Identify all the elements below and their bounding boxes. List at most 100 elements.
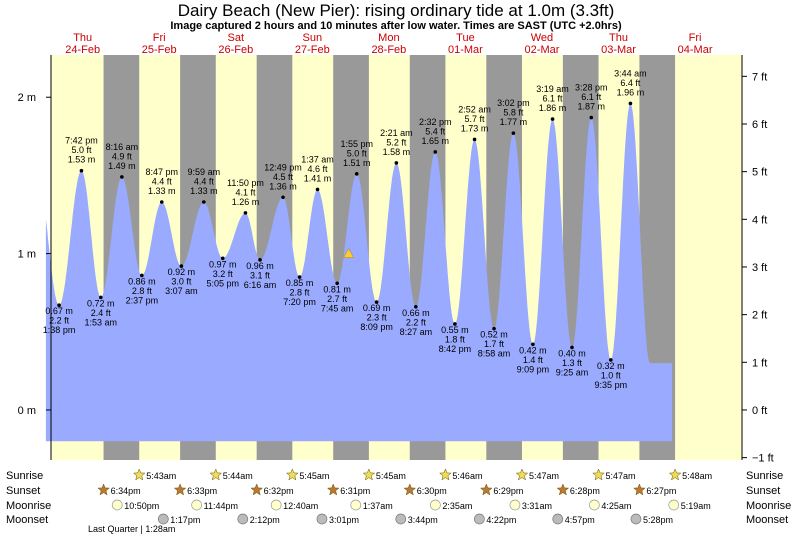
sunrise-time: 5:47am <box>529 471 559 481</box>
tide-label: 2:21 am <box>380 128 413 138</box>
tide-point <box>394 161 399 165</box>
moonset-time: 5:28pm <box>643 515 673 525</box>
y-tick-label-ft: 3 ft <box>752 262 767 274</box>
day-date: 25-Feb <box>142 44 177 56</box>
tide-label: 1.33 m <box>190 186 218 196</box>
tide-label: 2.4 ft <box>91 308 112 318</box>
tide-label: 0.81 m <box>323 284 351 294</box>
sunrise-icon <box>515 468 529 481</box>
moonrise-icon <box>111 499 123 511</box>
tide-label: 1.41 m <box>304 173 332 183</box>
tide-label: 7:45 am <box>321 303 354 313</box>
row-label-left: Sunset <box>6 485 40 497</box>
tide-label: 1:38 pm <box>43 325 76 335</box>
tide-label: 1.26 m <box>232 197 260 207</box>
tide-point <box>99 295 103 300</box>
day-date: 03-Mar <box>601 44 636 56</box>
tide-label: 3:07 am <box>165 286 198 296</box>
tide-point <box>315 187 320 192</box>
tide-label: 6.4 ft <box>620 78 641 88</box>
sunrise-time: 5:44am <box>223 471 253 481</box>
day-name: Mon <box>378 32 399 44</box>
tide-label: 3.1 ft <box>250 270 271 280</box>
tide-label: 1.77 m <box>500 117 528 127</box>
tide-label: 8:42 pm <box>439 344 472 354</box>
tide-label: 8:27 am <box>400 327 433 337</box>
row-label-left: Moonset <box>6 514 48 526</box>
moonset-time: 4:22pm <box>486 515 516 525</box>
tide-point <box>589 115 594 120</box>
tide-label: 0.42 m <box>519 345 547 355</box>
tide-label: 4.6 ft <box>308 164 329 174</box>
tide-label: 1.4 ft <box>523 355 544 365</box>
tide-label: 1.86 m <box>539 103 567 113</box>
y-tick-label-m: 0 m <box>18 405 36 417</box>
day-name: Fri <box>689 32 702 44</box>
moonset-time: 3:44pm <box>408 515 438 525</box>
tide-label: 8:47 pm <box>146 167 179 177</box>
sunset-time: 6:34pm <box>111 486 141 496</box>
tide-label: 2:52 am <box>458 104 491 114</box>
tide-label: 3:44 am <box>614 68 647 78</box>
tide-point <box>492 326 496 331</box>
moonrise-time: 12:40am <box>283 501 318 511</box>
tide-point <box>335 281 339 286</box>
tide-label: 9:25 am <box>556 367 589 377</box>
moonrise-time: 1:37am <box>363 501 393 511</box>
row-label-right: Sunset <box>746 485 780 497</box>
moonrise-icon <box>588 499 600 511</box>
tide-label: 0.86 m <box>128 276 156 286</box>
day-name: Thu <box>609 32 628 44</box>
tide-label: 1.96 m <box>617 87 645 97</box>
sunrise-time: 5:45am <box>299 471 329 481</box>
tide-point <box>570 345 574 350</box>
moonrise-icon <box>668 499 680 511</box>
day-date: 26-Feb <box>218 44 253 56</box>
tide-label: 1:37 am <box>301 154 334 164</box>
tide-label: 5.0 ft <box>71 145 92 155</box>
day-date: 28-Feb <box>371 44 406 56</box>
tide-label: 8:09 pm <box>360 322 393 332</box>
sunset-time: 6:30pm <box>417 486 447 496</box>
sunset-icon <box>173 483 187 496</box>
tide-label: 12:49 pm <box>264 162 302 172</box>
sunrise-icon <box>668 468 682 481</box>
moonrise-icon <box>270 499 282 511</box>
tide-label: 6.1 ft <box>543 94 564 104</box>
sunset-icon <box>326 483 340 496</box>
tide-point <box>609 358 613 362</box>
tide-label: 3.2 ft <box>213 269 234 279</box>
tide-label: 6:16 am <box>244 280 277 290</box>
y-tick-label-ft: 4 ft <box>752 214 767 226</box>
sunset-time: 6:31pm <box>340 486 370 496</box>
tide-point <box>453 322 457 326</box>
tide-label: 1.51 m <box>343 158 371 168</box>
tide-label: 0.40 m <box>558 348 586 358</box>
tide-point <box>243 211 248 215</box>
tide-point <box>281 195 285 200</box>
day-labels: Thu24-FebFri25-FebSat26-FebSun27-FebMon2… <box>65 32 713 56</box>
tide-label: 1.0 ft <box>601 370 622 380</box>
y-tick-label-ft: 5 ft <box>752 167 767 179</box>
moonrise-icon <box>430 499 441 511</box>
y-tick-label-m: 2 m <box>18 92 36 104</box>
tide-label: 8:16 am <box>106 142 139 152</box>
tide-label: 2:32 pm <box>419 117 452 127</box>
tide-label: 1.49 m <box>108 161 136 171</box>
tide-label: 1.8 ft <box>445 334 466 344</box>
tide-label: 3.0 ft <box>171 277 192 287</box>
tide-label: 9:35 pm <box>595 380 628 390</box>
tide-point <box>202 200 206 204</box>
tide-label: 1.87 m <box>578 102 606 112</box>
tide-label: 2.2 ft <box>406 317 427 327</box>
chart-title: Dairy Beach (New Pier): rising ordinary … <box>178 1 615 20</box>
tide-label: 1.3 ft <box>562 358 583 368</box>
tide-label: 9:59 am <box>188 167 221 177</box>
tide-label: 1.65 m <box>421 136 449 146</box>
moonrise-icon <box>509 499 521 511</box>
tide-label: 0.69 m <box>363 303 391 313</box>
tide-label: 5.2 ft <box>386 137 407 147</box>
tide-label: 2:37 pm <box>126 295 159 305</box>
sunrise-icon <box>592 468 605 481</box>
